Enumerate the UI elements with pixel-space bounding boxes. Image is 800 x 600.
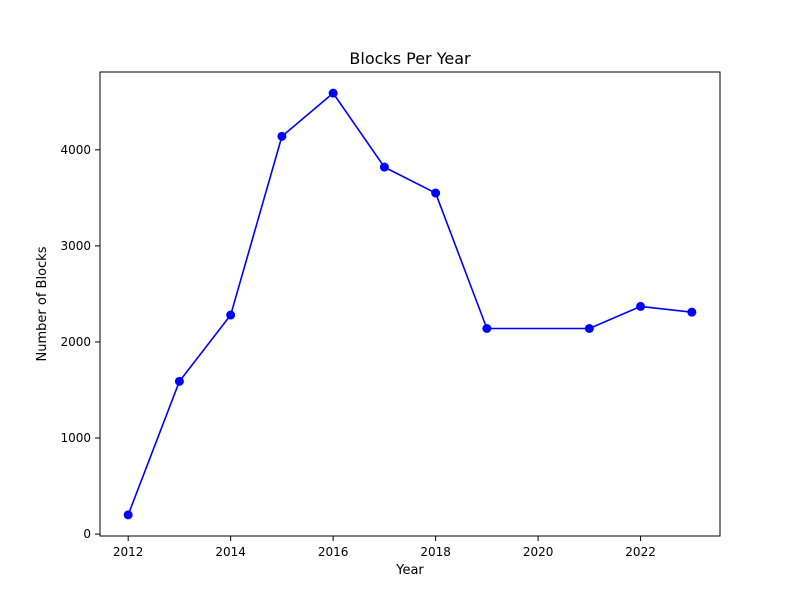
x-tick-label-5: 2022 [625, 545, 656, 559]
data-point-2018 [431, 188, 441, 198]
y-axis-label: Number of Blocks [35, 246, 50, 361]
plot-frame [99, 71, 721, 537]
x-tick-label-3: 2018 [420, 545, 451, 559]
y-tick-label-1: 1000 [60, 431, 91, 445]
data-point-2016 [328, 88, 338, 98]
data-point-2017 [379, 162, 389, 172]
plot-area [123, 88, 697, 520]
data-point-2019 [482, 324, 492, 333]
y-tick-label-0: 0 [83, 527, 91, 541]
x-tick-label-2: 2016 [318, 545, 349, 559]
x-tick-label-0: 2012 [113, 545, 144, 559]
data-point-2023 [687, 307, 697, 317]
data-point-2012 [123, 510, 133, 520]
y-tick-label-4: 4000 [60, 143, 91, 157]
data-point-2015 [277, 131, 287, 141]
data-point-2022 [636, 301, 646, 311]
x-tick-label-1: 2014 [215, 545, 246, 559]
y-tick-label-3: 3000 [60, 239, 91, 253]
data-point-2014 [226, 310, 236, 320]
y-tick-label-2: 2000 [60, 335, 91, 349]
chart-title: Blocks Per Year [349, 49, 471, 68]
data-point-2013 [174, 376, 184, 386]
data-point-2021 [584, 324, 594, 333]
x-tick-label-4: 2020 [523, 545, 554, 559]
x-axis-label: Year [395, 563, 424, 578]
